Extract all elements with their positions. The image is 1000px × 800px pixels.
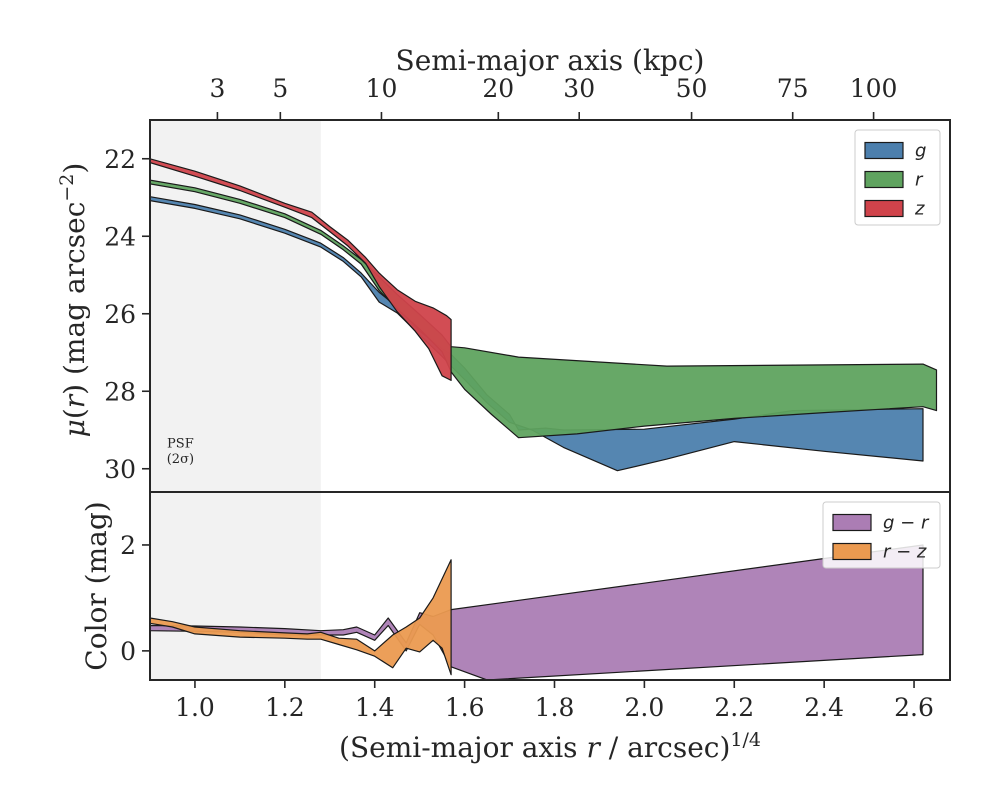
top-legend-label-0: g: [915, 141, 926, 162]
bottom-x-tick-label-7: 2.4: [804, 693, 844, 722]
bottom-y-tick-label-1: 2: [120, 531, 136, 560]
top-x-tick-label-6: 75: [777, 74, 809, 103]
bottom-panel-frame: [149, 491, 951, 681]
top-legend-label-2: z: [914, 199, 925, 220]
color-panel: 02 1.0 1.2 1.4 1.6 1.8 2.0 2.2 2.4 2.6 Color (ma…: [80, 491, 951, 764]
bottom-legend-swatch-1: [832, 542, 872, 561]
bottom-y-ticks: 02: [120, 531, 150, 666]
mu-paren-open: (: [58, 408, 91, 419]
top-x-tick-label-0: 3: [209, 74, 225, 103]
bottom-y-axis-label: Color (mag): [80, 501, 113, 670]
bottom-legend-swatch-0: [832, 513, 872, 532]
top-legend-swatch-0: [864, 141, 904, 160]
top-axis-ticks: 3 5 10 20 30 50 75 100: [209, 74, 897, 120]
bottom-y-tick-label-0: 0: [120, 637, 136, 666]
top-y-tick-label-2: 26: [104, 300, 136, 329]
bottom-x-tick-label-3: 1.6: [445, 693, 485, 722]
bottom-x-ticks: 1.0 1.2 1.4 1.6 1.8 2.0 2.2 2.4 2.6: [175, 680, 934, 722]
top-y-tick-label-1: 24: [104, 222, 136, 251]
top-legend-label-1: r: [915, 170, 924, 191]
bottom-legend-label-1: r − z: [883, 542, 927, 563]
psf-sigma-label: (2σ): [167, 452, 194, 467]
bottom-legend: g − r r − z: [822, 501, 941, 569]
x-label-unit: / arcsec): [600, 731, 731, 764]
top-x-tick-label-5: 50: [676, 74, 708, 103]
top-y-axis-label: μ(r) (mag arcsec−2): [56, 163, 91, 438]
top-legend-swatch-2: [864, 199, 904, 218]
bottom-x-tick-label-6: 2.2: [714, 693, 754, 722]
top-x-tick-label-2: 10: [366, 74, 398, 103]
mu-unit-close: ): [58, 163, 91, 174]
bottom-x-tick-label-5: 2.0: [624, 693, 664, 722]
top-x-tick-label-7: 100: [850, 74, 898, 103]
sb-band-2: [150, 158, 452, 381]
color-series: [150, 544, 924, 680]
top-x-tick-label-1: 5: [272, 74, 288, 103]
top-y-tick-label-0: 22: [104, 145, 136, 174]
mu-unit-exponent: −2: [56, 174, 78, 202]
top-legend: grz: [854, 129, 941, 226]
top-axis-label: Semi-major axis (kpc): [396, 44, 705, 77]
x-label-open: (Semi-major axis: [339, 731, 586, 764]
bottom-x-tick-label-2: 1.4: [355, 693, 395, 722]
x-label-r: r: [586, 731, 601, 764]
psf-region-top: [150, 120, 321, 492]
surface-brightness-panel: 22 24 26 28 30 3 5 10 20 30 50 75 100 Semi-major ax…: [56, 44, 951, 493]
mu-symbol: μ: [58, 419, 91, 437]
mu-unit-text: ) (mag arcsec: [58, 202, 91, 395]
bottom-legend-label-0: g − r: [883, 513, 930, 534]
top-y-tick-label-3: 28: [104, 377, 136, 406]
color-band-1: [150, 559, 452, 676]
top-x-tick-label-3: 20: [482, 74, 514, 103]
bottom-x-tick-label-8: 2.6: [894, 693, 934, 722]
surface-brightness-series: [150, 158, 938, 472]
psf-label: PSF: [167, 436, 194, 451]
top-y-tick-label-4: 30: [104, 455, 136, 484]
top-x-tick-label-4: 30: [563, 74, 595, 103]
top-y-ticks: 22 24 26 28 30: [104, 145, 150, 484]
bottom-x-tick-label-4: 1.8: [535, 693, 575, 722]
bottom-x-tick-label-0: 1.0: [175, 693, 215, 722]
top-legend-swatch-1: [864, 170, 904, 189]
psf-region-bottom: [150, 492, 321, 680]
bottom-x-tick-label-1: 1.2: [265, 693, 305, 722]
mu-r-symbol: r: [58, 393, 91, 408]
x-axis-label: (Semi-major axis r / arcsec)1/4: [339, 729, 761, 764]
x-label-exponent: 1/4: [730, 729, 761, 751]
